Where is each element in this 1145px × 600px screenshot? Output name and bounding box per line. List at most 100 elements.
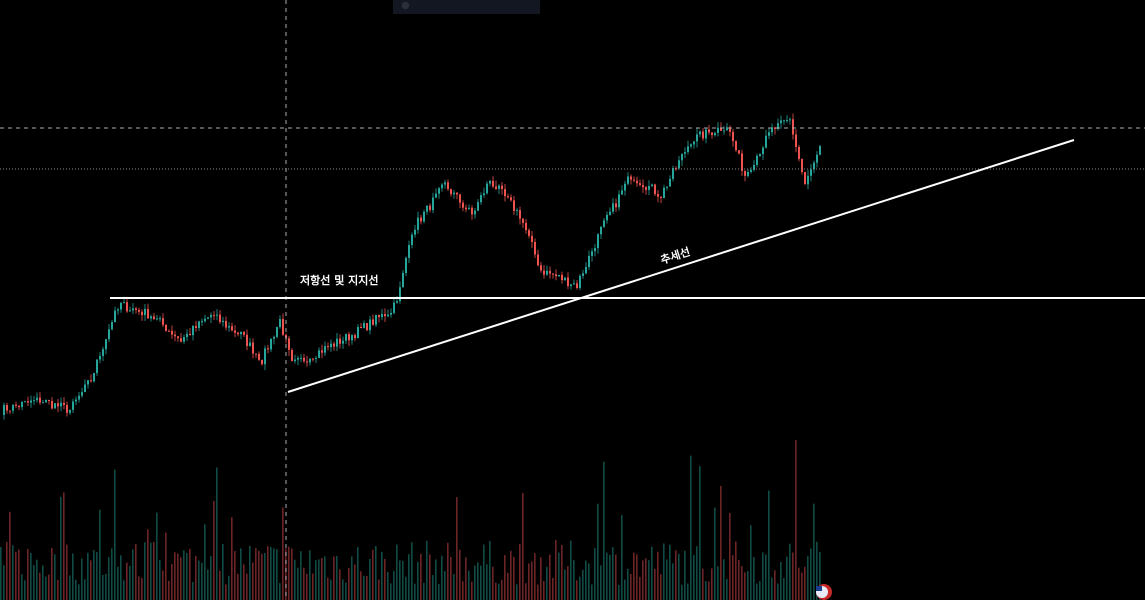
volume-bar [786,556,788,600]
candle-body [273,336,275,339]
volume-bar [441,555,443,600]
volume-bar [414,583,416,600]
candle-body [33,400,35,402]
candle-body [798,146,800,160]
support-resistance-label: 저항선 및 지지선 [300,273,379,287]
candle-body [21,402,23,408]
candle-body [474,210,476,215]
volume-bar [150,542,152,600]
candle-body [372,319,374,325]
volume-bar [252,562,254,600]
candle-body [597,234,599,248]
candle-body [795,134,797,147]
candle-body [603,220,605,227]
candle-body [216,314,218,316]
candle-body [615,203,617,208]
volume-bar [540,557,542,600]
candle-body [348,334,350,341]
candle-body [735,141,737,151]
volume-bar [507,572,509,600]
volume-bar [564,569,566,600]
candle-body [402,272,404,288]
candle-body [210,314,212,318]
volume-bar [585,560,587,600]
volume-bar [9,511,11,600]
volume-bar [105,573,107,600]
candle-body [789,119,791,121]
candle-body [567,277,569,286]
volume-bar [789,543,791,600]
volume-bar [264,552,266,600]
volume-bar [492,566,494,600]
candle-body [36,397,38,401]
candle-body [333,343,335,347]
candle-body [279,319,281,328]
volume-bar [624,579,626,600]
candle-body [129,310,131,312]
volume-bar [543,581,545,600]
volume-bar [324,556,326,600]
volume-bar [444,571,446,600]
volume-bar [42,565,44,600]
volume-bar [18,549,20,600]
volume-bar [90,560,92,600]
volume-bar [6,541,8,600]
candle-body [762,147,764,155]
candle-body [24,401,26,403]
volume-bar [285,548,287,600]
candle-body [441,184,443,189]
candle-body [516,210,518,212]
candle-body [636,180,638,184]
candle-body [594,247,596,252]
volume-bar [81,558,83,600]
candle-body [168,330,170,332]
volume-bar [465,557,467,600]
candle-body [309,358,311,363]
candle-body [705,129,707,139]
volume-bar [132,549,134,600]
volume-bar [312,573,314,600]
candle-body [87,380,89,385]
volume-bar [738,559,740,600]
volume-bar [360,571,362,600]
candle-body [438,188,440,194]
candle-body [786,120,788,122]
candle-body [144,308,146,316]
volume-bar [63,492,65,600]
volume-bar [357,547,359,600]
candle-body [246,334,248,347]
volume-bar [294,559,296,600]
volume-bar [369,558,371,600]
candle-body [96,359,98,374]
volume-bar [3,565,5,600]
candle-body [258,353,260,360]
candle-body [423,211,425,222]
candle-body [93,373,95,382]
candle-body [624,183,626,191]
candle-body [408,245,410,258]
candle-body [696,134,698,142]
volume-bar [297,567,299,600]
candle-body [435,193,437,198]
candle-body [120,302,122,310]
candle-body [150,316,152,319]
candle-body [297,357,299,360]
candle-body [573,283,575,285]
volume-bar [402,560,404,600]
volume-bar [270,546,272,600]
candle-body [420,217,422,222]
volume-bar [660,574,662,600]
volume-bar [468,570,470,600]
candle-body [9,410,11,412]
volume-bar [486,564,488,600]
candle-body [378,314,380,318]
candle-body [444,182,446,185]
candle-body [369,319,371,331]
volume-bar [432,575,434,600]
volume-bar [636,554,638,600]
candle-body [156,318,158,320]
candle-body [225,320,227,328]
candle-body [81,392,83,396]
volume-bar [426,540,428,600]
